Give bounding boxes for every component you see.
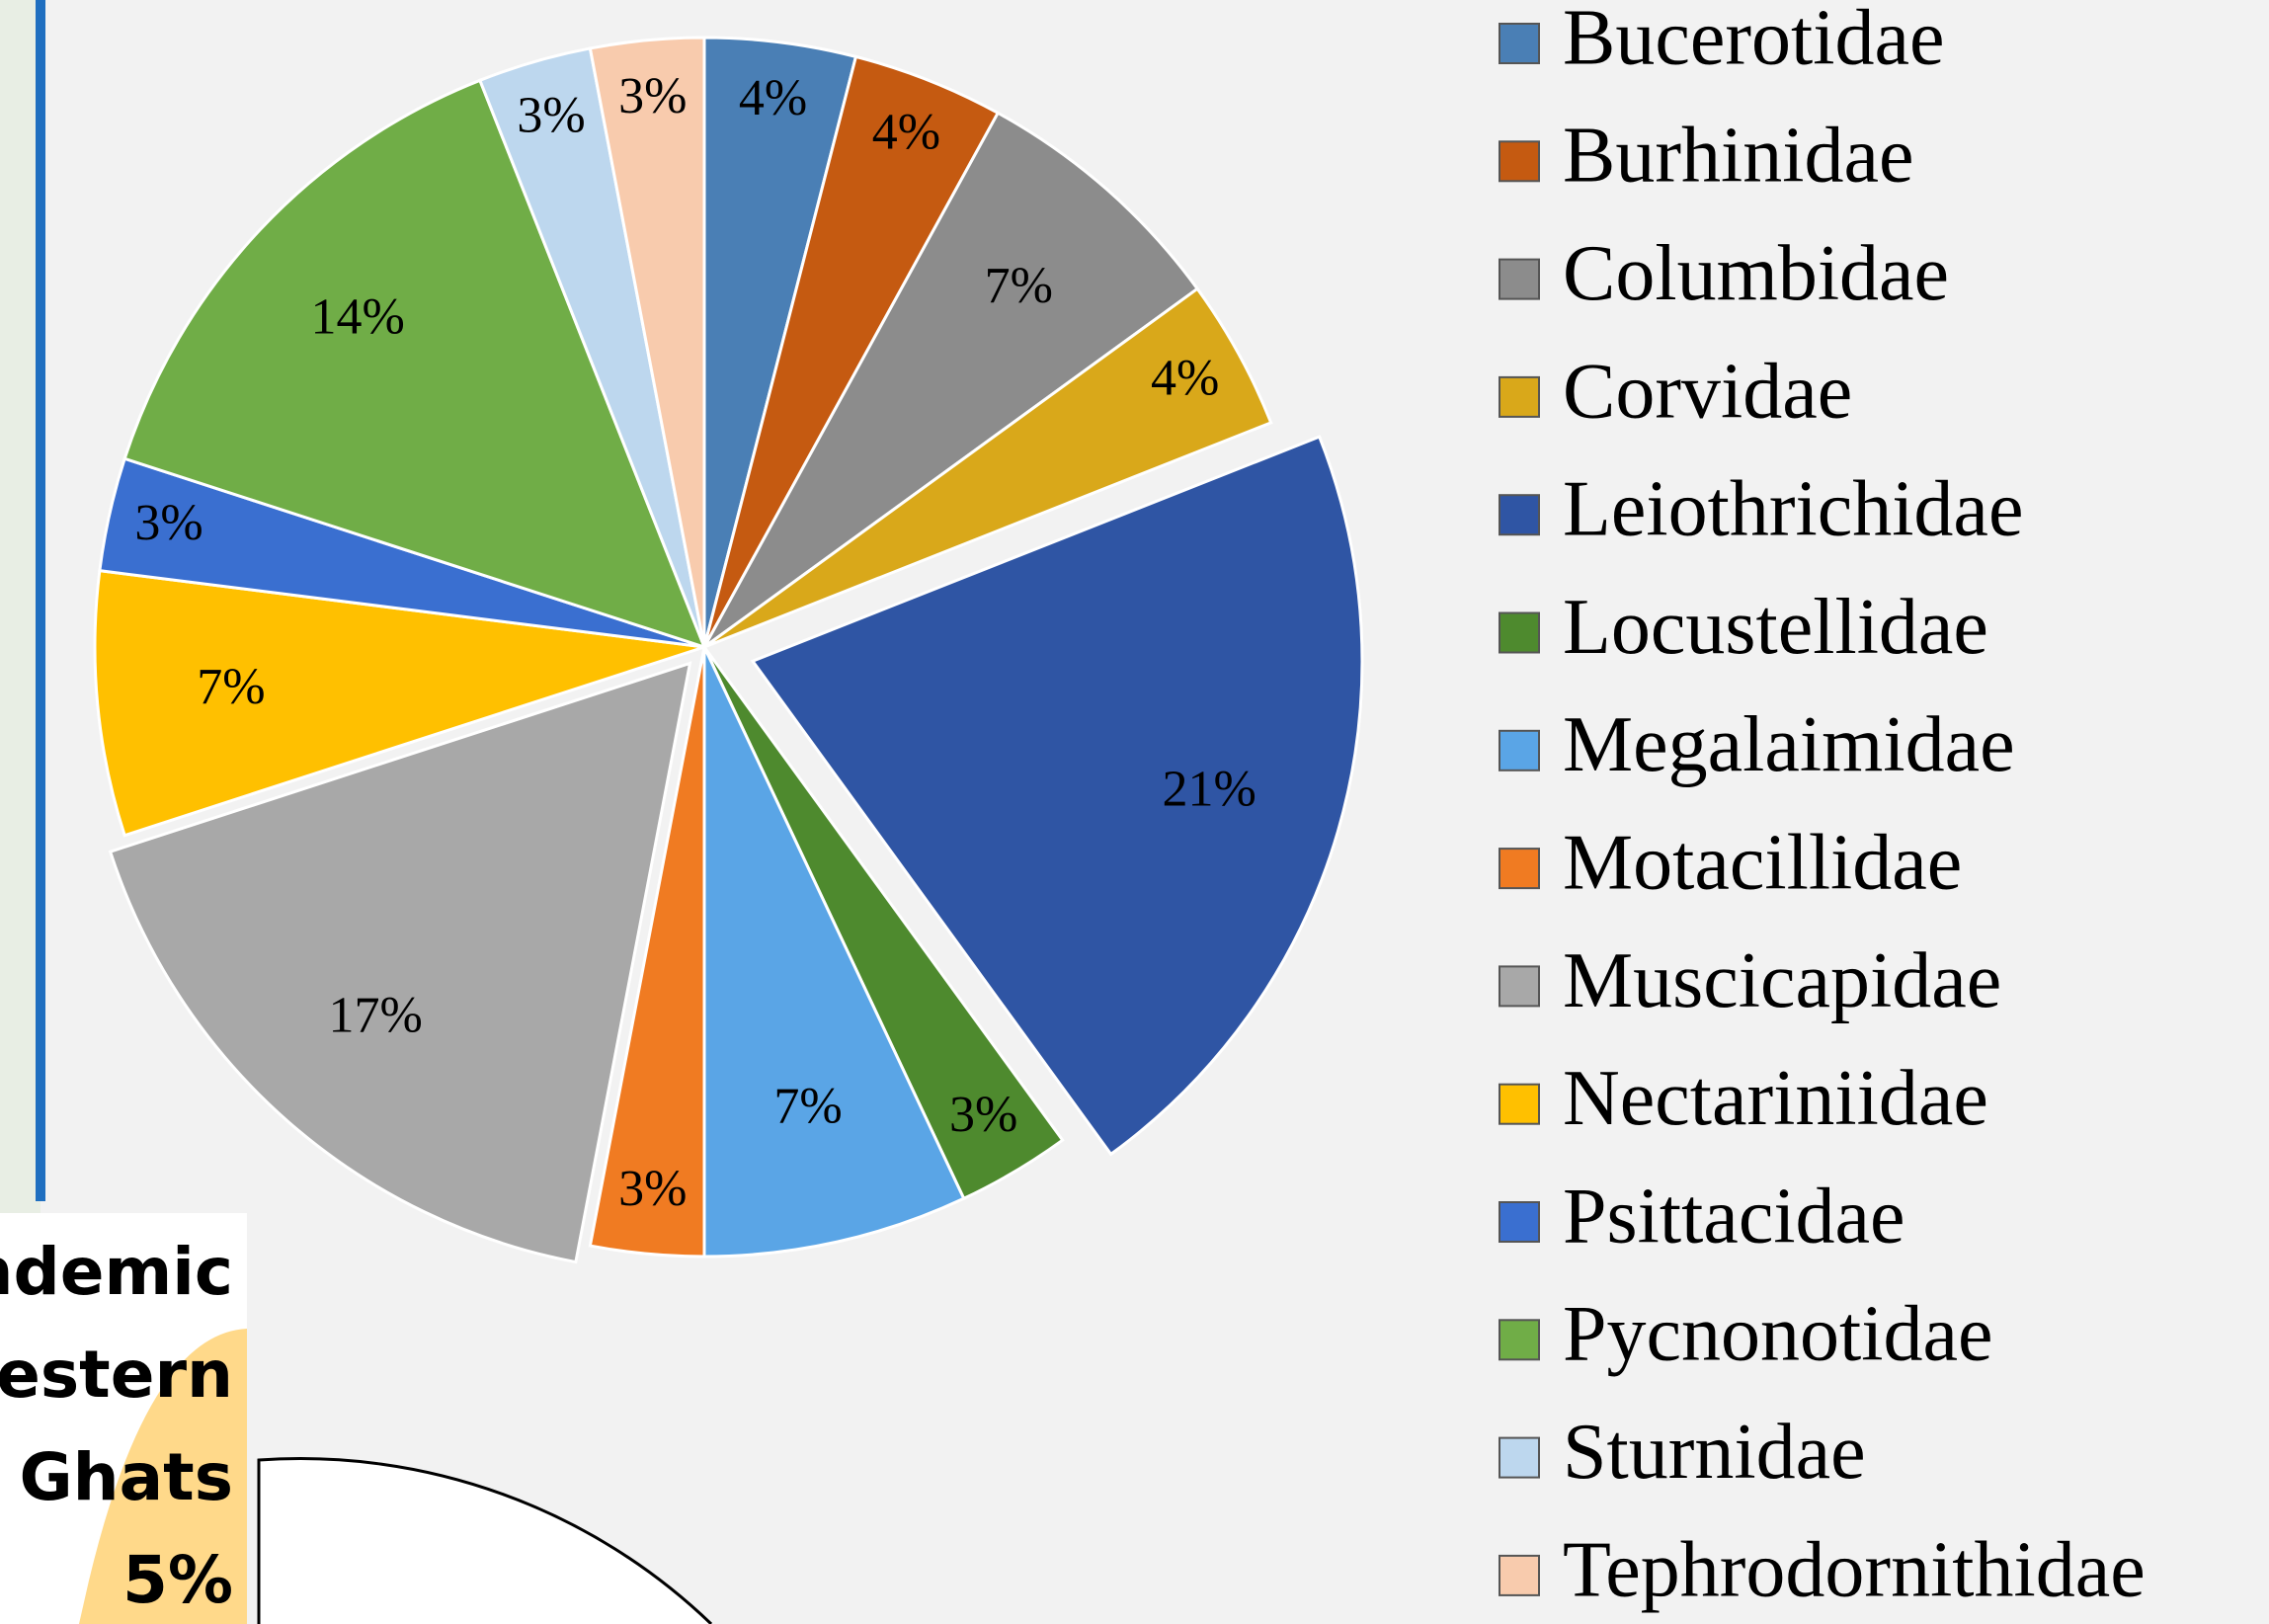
data-label: 3% <box>618 68 687 124</box>
legend-label: Leiothrichidae <box>1563 466 2023 553</box>
inset-text: Western <box>0 1337 233 1413</box>
data-label: 7% <box>773 1079 842 1135</box>
legend-swatch <box>1499 24 1539 63</box>
data-label: 3% <box>949 1087 1017 1143</box>
legend-label: Sturnidae <box>1563 1409 1866 1496</box>
data-label: 3% <box>517 88 585 144</box>
chart: ndemic Western Ghats 5% 4% 4% 7% 4% 21% 3% 7% 3… <box>0 0 2269 1624</box>
legend-label: Psittacidae <box>1563 1173 1905 1259</box>
data-label: 14% <box>311 288 405 345</box>
legend-label: Locustellidae <box>1563 584 1988 671</box>
legend-swatch <box>1499 1556 1539 1595</box>
map-strip <box>0 0 41 1215</box>
legend-swatch <box>1499 1320 1539 1359</box>
legend-swatch <box>1499 731 1539 771</box>
legend-label: Muscicapidae <box>1563 937 2001 1024</box>
data-label: 4% <box>739 70 807 126</box>
legend-swatch <box>1499 377 1539 417</box>
legend-swatch <box>1499 1202 1539 1242</box>
data-label: 4% <box>1151 350 1219 406</box>
inset-text: 5% <box>122 1542 233 1618</box>
legend-label: Nectariniidae <box>1563 1055 1988 1142</box>
data-label: 7% <box>985 258 1053 314</box>
legend-label: Burhinidae <box>1563 113 1913 200</box>
legend-label: Bucerotidae <box>1563 0 1944 81</box>
legend-label: Pycnonotidae <box>1563 1291 1992 1378</box>
legend-swatch <box>1499 1085 1539 1124</box>
data-label: 7% <box>197 659 265 715</box>
data-label: 3% <box>618 1161 687 1217</box>
data-label: 3% <box>134 495 203 551</box>
legend-label: Megalaimidae <box>1563 701 2015 788</box>
legend-label: Tephrodornithidae <box>1563 1526 2146 1613</box>
legend-label: Corvidae <box>1563 348 1852 435</box>
legend-label: Columbidae <box>1563 230 1949 317</box>
inset-text: Ghats <box>19 1439 233 1515</box>
legend-label: Motacillidae <box>1563 819 1962 906</box>
legend-swatch <box>1499 966 1539 1006</box>
inset-text: ndemic <box>0 1234 233 1310</box>
border-line <box>36 0 45 1201</box>
legend-swatch <box>1499 1438 1539 1478</box>
legend-swatch <box>1499 613 1539 653</box>
data-label: 4% <box>872 105 940 161</box>
legend-swatch <box>1499 849 1539 888</box>
legend-swatch <box>1499 141 1539 181</box>
legend-swatch <box>1499 495 1539 534</box>
legend-swatch <box>1499 260 1539 299</box>
data-label: 17% <box>329 987 423 1043</box>
data-label: 21% <box>1162 761 1256 817</box>
